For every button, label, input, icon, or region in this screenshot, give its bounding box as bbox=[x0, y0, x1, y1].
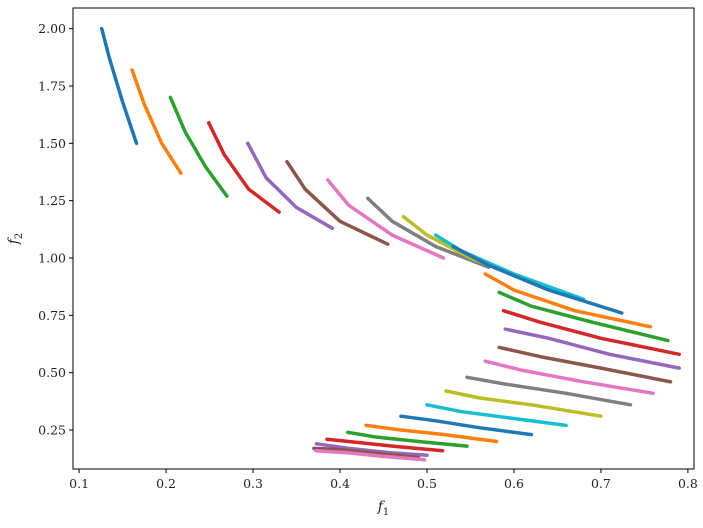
series-line-1 bbox=[99, 26, 139, 146]
x-tick-label: 0.2 bbox=[156, 476, 176, 491]
x-tick-label: 0.7 bbox=[591, 476, 611, 491]
y-tick-label: 1.50 bbox=[38, 136, 66, 151]
series-line-7 bbox=[326, 178, 446, 260]
series-line-20 bbox=[425, 403, 568, 428]
x-tick-label: 0.6 bbox=[504, 476, 524, 491]
series-line-24 bbox=[325, 437, 445, 453]
y-tick-label: 0.25 bbox=[38, 423, 66, 438]
series-line-2 bbox=[130, 68, 183, 175]
series-line-3 bbox=[168, 95, 229, 198]
series-line-25 bbox=[314, 442, 429, 457]
series-line-11 bbox=[451, 244, 624, 315]
x-tick-label: 0.1 bbox=[69, 476, 89, 491]
y-axis-ticks: 0.25 0.50 0.75 1.00 1.25 1.50 1.75 2.00 bbox=[38, 21, 73, 438]
series-line-16 bbox=[497, 345, 673, 384]
series-line-15 bbox=[503, 327, 681, 370]
series-line-23 bbox=[346, 430, 469, 448]
series-line-10 bbox=[433, 233, 586, 302]
x-axis-ticks: 0.1 0.2 0.3 0.4 0.5 0.6 0.7 0.8 bbox=[69, 469, 698, 491]
y-tick-label: 0.50 bbox=[38, 365, 66, 380]
y-tick-label: 1.75 bbox=[38, 78, 66, 93]
y-tick-label: 1.00 bbox=[38, 250, 66, 265]
series-line-22 bbox=[364, 423, 499, 444]
series-line-14 bbox=[501, 308, 681, 357]
x-tick-label: 0.3 bbox=[243, 476, 263, 491]
series-line-12 bbox=[483, 272, 653, 329]
x-tick-label: 0.5 bbox=[417, 476, 437, 491]
series-line-4 bbox=[206, 120, 281, 214]
series-group bbox=[99, 26, 681, 462]
y-axis-label: f2 bbox=[6, 233, 25, 246]
y-tick-label: 0.75 bbox=[38, 308, 66, 323]
x-tick-label: 0.4 bbox=[330, 476, 350, 491]
series-line-17 bbox=[483, 359, 655, 396]
y-tick-label: 1.25 bbox=[38, 193, 66, 208]
series-line-19 bbox=[444, 389, 603, 418]
x-tick-label: 0.8 bbox=[678, 476, 698, 491]
series-line-27 bbox=[313, 448, 427, 462]
series-line-5 bbox=[246, 141, 334, 230]
y-tick-label: 2.00 bbox=[38, 21, 66, 36]
series-line-8 bbox=[366, 196, 491, 269]
series-line-26 bbox=[312, 446, 421, 460]
series-line-18 bbox=[465, 375, 633, 407]
series-line-21 bbox=[399, 414, 534, 437]
x-axis-label: f1 bbox=[377, 499, 390, 518]
series-line-6 bbox=[285, 159, 390, 246]
plot-frame bbox=[72, 7, 695, 470]
series-line-13 bbox=[497, 290, 670, 343]
